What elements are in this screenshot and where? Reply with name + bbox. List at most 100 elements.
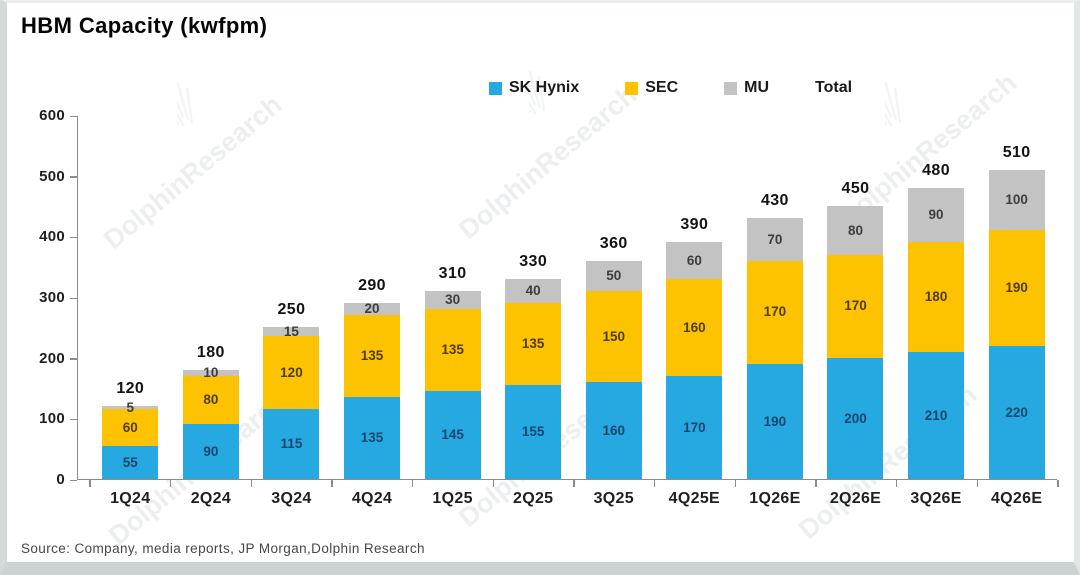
stacked-bar: 55 60 5 [102, 401, 159, 479]
x-axis-tick [734, 480, 737, 487]
bar-segment-mu: 70 [746, 218, 803, 261]
legend-label: SEC [645, 79, 679, 96]
segment-value-label: 55 [122, 454, 138, 470]
bar-segment-sec: 80 [182, 375, 239, 425]
total-value-label: 330 [519, 252, 548, 270]
legend-item-sk-hynix: SK Hynix [489, 79, 579, 97]
bar-slot-4q26e: 220 190 100 510 4Q26E [976, 116, 1057, 507]
y-axis-tick [70, 236, 77, 239]
x-axis-tick [89, 480, 91, 487]
bar-segment-mu: 60 [666, 242, 723, 279]
x-axis-tick [653, 480, 656, 487]
bar-segment-sk-hynix: 200 [827, 357, 884, 479]
total-value-label: 480 [922, 161, 951, 179]
bar-segment-mu: 15 [263, 324, 320, 340]
segment-value-label: 120 [280, 365, 303, 381]
segment-value-label: 135 [441, 342, 464, 358]
bar-segment-sec: 180 [908, 242, 965, 352]
total-value-label: 360 [599, 234, 628, 252]
legend-swatch-icon [625, 81, 639, 95]
segment-value-label: 15 [283, 324, 299, 340]
bar-segment-sk-hynix: 145 [424, 391, 481, 479]
segment-value-label: 10 [203, 365, 219, 381]
segment-value-label: 170 [763, 304, 787, 320]
total-value-label: 290 [358, 277, 386, 295]
bar-segment-sk-hynix: 135 [344, 397, 401, 479]
x-axis-tick [492, 480, 495, 487]
stacked-bar: 190 170 70 [746, 218, 803, 479]
x-axis-tick-label: 4Q24 [351, 490, 393, 507]
bar-segment-sk-hynix: 210 [908, 351, 965, 479]
stacked-bar: 220 190 100 [988, 169, 1045, 479]
segment-value-label: 135 [360, 348, 384, 364]
segment-value-label: 100 [1005, 192, 1028, 208]
bar-segment-sk-hynix: 220 [988, 345, 1045, 479]
x-axis-tick [1057, 480, 1059, 487]
bar-segment-sk-hynix: 55 [102, 445, 159, 479]
bar-slot-3q26e: 210 180 90 480 3Q26E [896, 116, 977, 507]
bars-container: 55 60 5 120 1Q24 90 80 10 180 2Q24 115 120 15 250 3Q24… [78, 116, 1057, 507]
segment-value-label: 90 [203, 443, 219, 459]
x-axis-tick [411, 480, 414, 487]
bar-slot-4q24: 135 135 20 290 4Q24 [332, 116, 413, 507]
segment-value-label: 180 [924, 289, 948, 305]
x-axis-tick-label: 4Q26E [990, 490, 1043, 507]
stacked-bar: 145 135 30 [424, 290, 481, 479]
bar-segment-sk-hynix: 170 [666, 375, 723, 479]
legend-label: SK Hynix [509, 79, 580, 96]
plot-area: 55 60 5 120 1Q24 90 80 10 180 2Q24 115 120 15 250 3Q24… [77, 116, 1059, 507]
y-axis-tick [70, 418, 77, 421]
stacked-bar: 90 80 10 [182, 366, 239, 479]
x-axis-tick-label: 1Q25 [432, 490, 473, 507]
x-axis-tick-label: 3Q26E [910, 490, 962, 507]
bar-slot-2q26e: 200 170 80 450 2Q26E [815, 116, 896, 507]
segment-value-label: 190 [763, 413, 787, 429]
x-axis-tick [331, 480, 333, 487]
bar-slot-4q25e: 170 160 60 390 4Q25E [654, 116, 735, 507]
bar-segment-mu: 40 [505, 278, 562, 304]
segment-value-label: 60 [122, 419, 138, 435]
segment-value-label: 200 [844, 410, 867, 426]
segment-value-label: 160 [602, 422, 626, 438]
x-axis-tick [895, 480, 898, 487]
y-axis-tick [70, 358, 77, 360]
bar-slot-1q26e: 190 170 70 430 1Q26E [735, 116, 816, 507]
segment-value-label: 30 [445, 292, 461, 308]
legend-label: Total [815, 79, 853, 96]
y-axis-tick [70, 479, 77, 481]
x-axis-tick [976, 480, 979, 487]
segment-value-label: 135 [521, 336, 545, 352]
segment-value-label: 115 [280, 436, 303, 452]
segment-value-label: 170 [844, 298, 867, 314]
legend-label: MU [744, 79, 770, 96]
bar-slot-3q25: 160 150 50 360 3Q25 [573, 116, 654, 507]
x-axis-tick-label: 2Q24 [190, 490, 232, 507]
bar-segment-sk-hynix: 155 [505, 384, 562, 479]
bar-segment-mu: 100 [988, 169, 1045, 231]
y-axis-tick-label: 500 [39, 167, 65, 185]
segment-value-label: 50 [606, 268, 622, 284]
segment-value-label: 80 [847, 222, 863, 238]
total-value-label: 450 [841, 180, 870, 197]
segment-value-label: 90 [928, 207, 944, 223]
legend-swatch-icon [724, 81, 738, 95]
bar-slot-1q25: 145 135 30 310 1Q25 [412, 116, 493, 507]
stacked-bar: 160 150 50 [585, 260, 642, 479]
x-axis-tick [815, 480, 817, 487]
segment-value-label: 170 [683, 419, 706, 435]
x-axis-tick-label: 2Q25 [513, 490, 554, 507]
stacked-bar: 200 170 80 [827, 206, 884, 479]
bar-segment-mu: 90 [908, 187, 965, 243]
x-axis-tick-label: 2Q26E [829, 490, 882, 507]
segment-value-label: 70 [767, 231, 783, 247]
bar-slot-2q25: 155 135 40 330 2Q25 [493, 116, 574, 507]
segment-value-label: 40 [525, 283, 541, 299]
bar-slot-1q24: 55 60 5 120 1Q24 [90, 116, 171, 507]
stacked-bar: 135 135 20 [344, 302, 401, 479]
segment-value-label: 80 [203, 392, 219, 408]
y-axis-tick-label: 600 [39, 107, 65, 124]
chart-title: HBM Capacity (kwfpm) [21, 13, 268, 38]
x-axis-tick-label: 4Q25E [668, 490, 720, 507]
segment-value-label: 135 [360, 430, 384, 446]
